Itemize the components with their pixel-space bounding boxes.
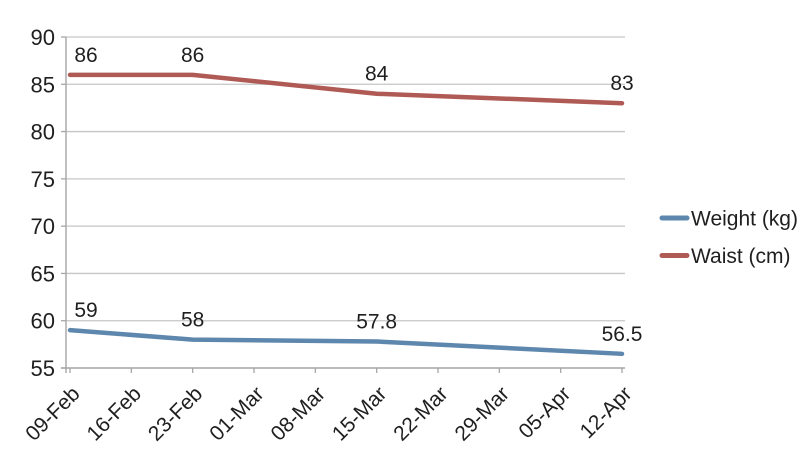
y-tick-label-85: 85 — [31, 72, 55, 97]
x-tick-label-23-feb: 23-Feb — [144, 382, 207, 445]
data-label-waist-cm-86: 86 — [74, 44, 97, 67]
legend-label-waist-cm: Waist (cm) — [691, 245, 791, 268]
y-tick-label-65: 65 — [31, 261, 55, 286]
x-tick-label-08-mar: 08-Mar — [267, 382, 330, 445]
data-label-weight-kg-57-8: 57.8 — [356, 311, 397, 334]
y-tick-label-60: 60 — [31, 309, 55, 334]
x-tick-label-22-mar: 22-Mar — [389, 382, 452, 445]
data-label-waist-cm-83: 83 — [610, 72, 633, 95]
data-label-weight-kg-59: 59 — [74, 299, 97, 322]
x-tick-label-12-apr: 12-Apr — [576, 382, 637, 443]
x-tick-label-29-mar: 29-Mar — [451, 382, 514, 445]
y-tick-label-80: 80 — [31, 120, 55, 145]
data-label-waist-cm-86: 86 — [181, 44, 204, 67]
legend-label-weight-kg: Weight (kg) — [691, 208, 798, 231]
x-tick-label-01-mar: 01-Mar — [205, 382, 268, 445]
y-tick-label-75: 75 — [31, 167, 55, 192]
x-tick-label-09-feb: 09-Feb — [21, 382, 84, 445]
data-label-weight-kg-58: 58 — [181, 309, 204, 332]
series-line-weight-kg — [67, 327, 625, 357]
x-tick-label-16-feb: 16-Feb — [83, 382, 146, 445]
y-tick-label-90: 90 — [31, 25, 55, 50]
series-line-waist-cm — [67, 72, 625, 106]
data-label-weight-kg-56-5: 56.5 — [602, 323, 643, 346]
data-label-waist-cm-84: 84 — [365, 63, 389, 86]
y-tick-label-70: 70 — [31, 214, 55, 239]
x-tick-label-05-apr: 05-Apr — [514, 382, 575, 443]
y-tick-label-55: 55 — [31, 356, 55, 381]
x-tick-label-15-mar: 15-Mar — [328, 382, 391, 445]
